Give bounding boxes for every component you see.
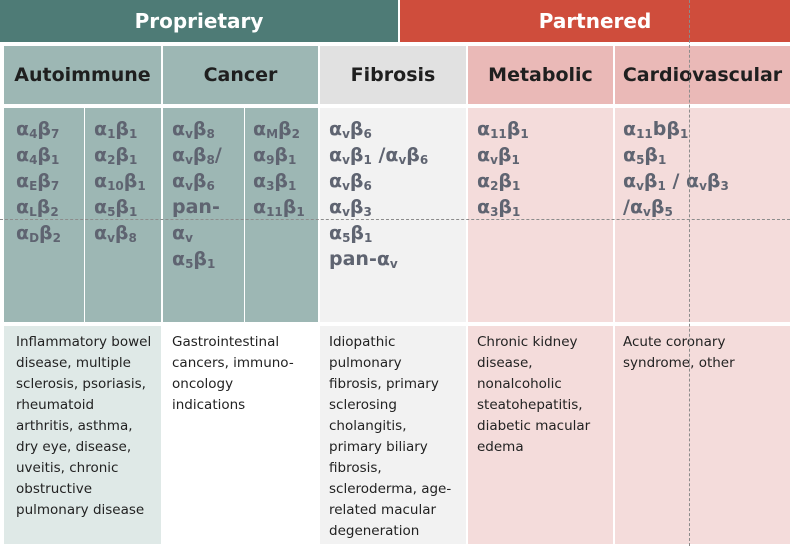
indications-text: Idiopathic pulmonary fibrosis, primary s… xyxy=(329,334,452,539)
proprietary-label: Proprietary xyxy=(134,9,264,33)
partnered-header: Partnered xyxy=(400,0,790,42)
category-label: Cancer xyxy=(203,64,278,86)
category-label: Autoimmune xyxy=(14,64,151,86)
integrin-item: αvβ6 xyxy=(329,170,372,193)
integrin-item: α2β1 xyxy=(477,170,521,193)
integrins-cardiovascular: α11bβ1 α5β1 αvβ1 / αvβ3/αvβ5 xyxy=(615,108,790,322)
integrin-item: /αvβ5 xyxy=(623,196,673,219)
indications-cancer: Gastrointestinal cancers, immuno-oncolog… xyxy=(163,326,318,544)
integrin-item: α4β7 xyxy=(16,118,60,141)
indications-text: Acute coronary syndrome, other xyxy=(623,334,735,371)
integrins-cancer: αvβ8 αvβ8/αvβ6 pan-αv α5β1 αMβ2 α9β1 α3β1 α11β… xyxy=(163,108,318,322)
integrins-fibrosis: αvβ6 αvβ1 /αvβ6 αvβ6 αvβ3 α5β1 pan-αv xyxy=(320,108,466,322)
integrins-autoimmune: α4β7 α4β1 αEβ7 αLβ2 αDβ2 α1β1 α2β1 α10β1 α5β1 αv… xyxy=(4,108,161,322)
guide-line-vertical xyxy=(689,0,690,546)
integrin-list-b: α1β1 α2β1 α10β1 α5β1 αvβ8 xyxy=(94,116,146,246)
category-metabolic: Metabolic xyxy=(468,46,613,104)
category-label: Fibrosis xyxy=(350,64,436,86)
indications-metabolic: Chronic kidney disease, nonalcoholic ste… xyxy=(468,326,613,544)
integrin-item: αvβ1 xyxy=(477,144,520,167)
integrin-item: αvβ1 / αvβ3 xyxy=(623,170,729,193)
integrin-list-a: αvβ8 αvβ8/αvβ6 pan-αv α5β1 xyxy=(172,116,222,272)
integrin-item: αvβ8 xyxy=(172,118,215,141)
indications-text: Chronic kidney disease, nonalcoholic ste… xyxy=(477,334,591,455)
category-label: Metabolic xyxy=(488,64,593,86)
partnered-label: Partnered xyxy=(538,9,652,33)
integrin-item: αEβ7 xyxy=(16,170,60,193)
integrin-item: αMβ2 xyxy=(253,118,300,141)
proprietary-header: Proprietary xyxy=(0,0,398,42)
indications-text: Gastrointestinal cancers, immuno-oncolog… xyxy=(172,334,294,413)
integrin-item: α5β1 xyxy=(329,222,373,245)
integrin-item: α5β1 xyxy=(172,248,216,271)
indications-text: Inflammatory bowel disease, multiple scl… xyxy=(16,334,152,518)
integrin-item: α11β1 xyxy=(253,196,305,219)
integrin-item: α5β1 xyxy=(623,144,667,167)
category-fibrosis: Fibrosis xyxy=(320,46,466,104)
integrin-item: α3β1 xyxy=(477,196,521,219)
category-cancer: Cancer xyxy=(163,46,318,104)
integrin-item: α4β1 xyxy=(16,144,60,167)
integrin-item: αDβ2 xyxy=(16,222,61,245)
integrin-item: α9β1 xyxy=(253,144,297,167)
column-divider xyxy=(244,108,245,322)
integrin-list-b: αMβ2 α9β1 α3β1 α11β1 xyxy=(253,116,305,220)
integrin-item: αv xyxy=(172,222,193,245)
category-autoimmune: Autoimmune xyxy=(4,46,161,104)
integrin-item: αvβ3 xyxy=(329,196,372,219)
category-label: Cardiovascular xyxy=(622,64,783,86)
integrin-item: αLβ2 xyxy=(16,196,59,219)
integrin-item: αvβ8 xyxy=(94,222,137,245)
integrin-item: α11bβ1 xyxy=(623,118,689,141)
integrin-item: αvβ1 /αvβ6 xyxy=(329,144,429,167)
integrin-item: α2β1 xyxy=(94,144,138,167)
integrin-item: pan-αv xyxy=(329,248,398,271)
integrin-item: α3β1 xyxy=(253,170,297,193)
guide-line-horizontal xyxy=(0,219,790,220)
integrin-list-a: α11bβ1 α5β1 αvβ1 / αvβ3/αvβ5 xyxy=(623,116,729,220)
integrin-item: α5β1 xyxy=(94,196,138,219)
integrin-list-a: αvβ6 αvβ1 /αvβ6 αvβ6 αvβ3 α5β1 pan-αv xyxy=(329,116,428,272)
integrin-item: α10β1 xyxy=(94,170,146,193)
integrin-list-a: α11β1 αvβ1 α2β1 α3β1 xyxy=(477,116,529,220)
integrin-item: pan- xyxy=(172,196,220,218)
column-divider xyxy=(84,108,85,322)
category-cardiovascular: Cardiovascular xyxy=(615,46,790,104)
indications-autoimmune: Inflammatory bowel disease, multiple scl… xyxy=(4,326,161,544)
integrin-item: αvβ6 xyxy=(329,118,372,141)
integrin-item: α11β1 xyxy=(477,118,529,141)
integrin-list-a: α4β7 α4β1 αEβ7 αLβ2 αDβ2 xyxy=(16,116,61,246)
integrins-metabolic: α11β1 αvβ1 α2β1 α3β1 xyxy=(468,108,613,322)
integrin-item: αvβ6 xyxy=(172,170,215,193)
indications-cardiovascular: Acute coronary syndrome, other xyxy=(615,326,790,544)
integrin-item: αvβ8/ xyxy=(172,144,222,167)
integrin-item: α1β1 xyxy=(94,118,138,141)
indications-fibrosis: Idiopathic pulmonary fibrosis, primary s… xyxy=(320,326,466,544)
